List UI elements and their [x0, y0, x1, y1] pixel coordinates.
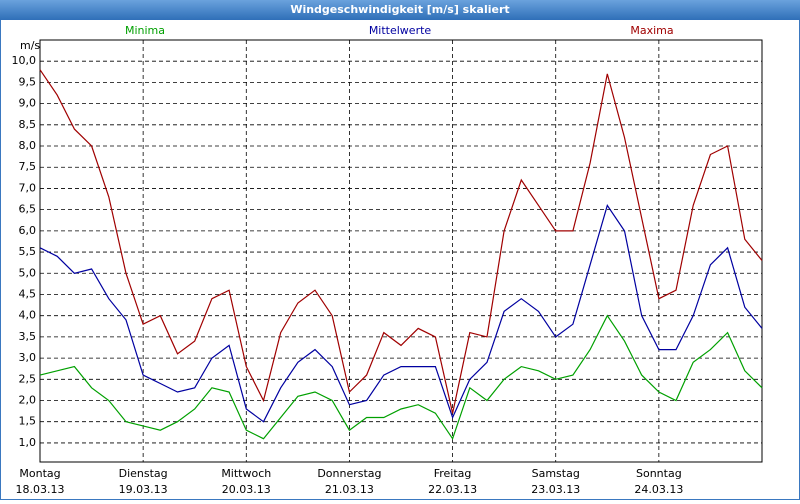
x-tick-date: 23.03.13: [531, 483, 580, 496]
y-tick-label: 1,5: [19, 415, 37, 428]
chart-title: Windgeschwindigkeit [m/s] skaliert: [290, 3, 509, 16]
x-tick-label: Freitag: [434, 467, 472, 480]
x-tick-label: Montag: [19, 467, 60, 480]
x-tick-date: 20.03.13: [222, 483, 271, 496]
series-line: [39, 204, 763, 423]
x-tick-label: Sonntag: [636, 467, 682, 480]
y-tick-label: 10,0: [12, 54, 37, 67]
y-tick-label: 9,0: [19, 97, 37, 110]
y-axis-label: m/s: [20, 39, 40, 52]
y-tick-label: 3,0: [19, 351, 37, 364]
title-bar: [0, 0, 800, 20]
y-tick-label: 5,5: [19, 245, 37, 258]
x-tick-label: Donnerstag: [317, 467, 381, 480]
x-tick-date: 24.03.13: [634, 483, 683, 496]
y-tick-label: 8,5: [19, 118, 37, 131]
legend-entry: Minima: [125, 24, 165, 37]
x-tick-date: 19.03.13: [119, 483, 168, 496]
y-tick-label: 7,5: [19, 160, 37, 173]
y-tick-label: 9,5: [19, 75, 37, 88]
y-tick-label: 2,5: [19, 372, 37, 385]
x-tick-date: 21.03.13: [325, 483, 374, 496]
y-tick-label: 6,5: [19, 203, 37, 216]
y-tick-label: 5,0: [19, 266, 37, 279]
x-tick-label: Samstag: [532, 467, 580, 480]
x-tick-date: 22.03.13: [428, 483, 477, 496]
y-tick-label: 1,0: [19, 436, 37, 449]
x-tick-label: Mittwoch: [221, 467, 271, 480]
y-tick-label: 3,5: [19, 330, 37, 343]
series-line: [39, 69, 763, 414]
y-tick-label: 4,5: [19, 287, 37, 300]
y-tick-label: 2,0: [19, 394, 37, 407]
y-tick-label: 6,0: [19, 224, 37, 237]
legend-entry: Maxima: [630, 24, 673, 37]
x-tick-date: 18.03.13: [16, 483, 65, 496]
y-tick-label: 4,0: [19, 309, 37, 322]
plot-frame: [39, 39, 763, 463]
series-line: [39, 314, 763, 441]
x-tick-label: Dienstag: [119, 467, 168, 480]
y-tick-label: 8,0: [19, 139, 37, 152]
y-tick-label: 7,0: [19, 181, 37, 194]
legend-entry: Mittelwerte: [369, 24, 432, 37]
